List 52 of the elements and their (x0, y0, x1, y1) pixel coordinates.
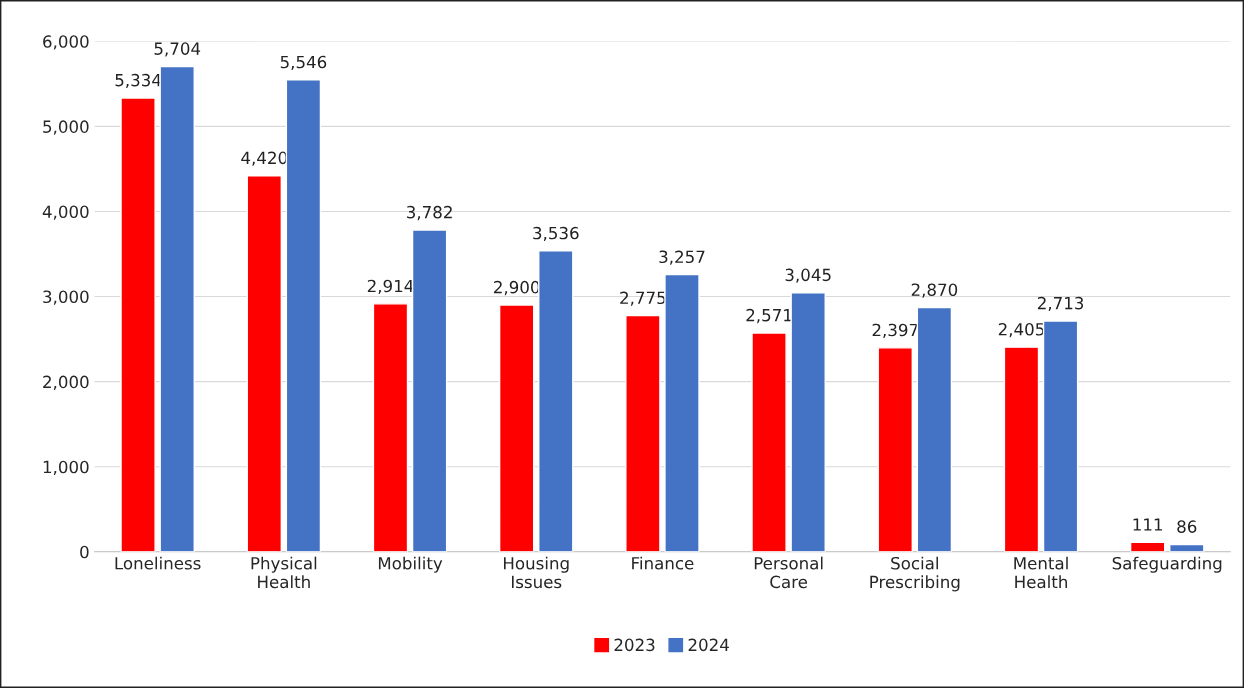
bar (751, 332, 787, 552)
bar (1003, 346, 1040, 552)
x-tick-label: Housing Issues (503, 556, 569, 589)
data-label: 5,334 (115, 73, 161, 89)
bar (120, 97, 156, 552)
data-label: 2,713 (1037, 296, 1084, 312)
data-label: 5,546 (280, 55, 327, 71)
bar (159, 65, 195, 552)
data-label: 2,870 (911, 283, 958, 298)
bar (790, 292, 826, 552)
y-tick-label: 4,000 (42, 205, 89, 220)
bar (625, 314, 661, 552)
y-tick-label: 1,000 (43, 460, 89, 475)
data-label: 2,914 (367, 279, 414, 294)
bar (664, 273, 700, 552)
x-tick-label: Finance (632, 556, 694, 570)
x-tick-label: Social Prescribing (870, 556, 960, 592)
data-label: 4,420 (241, 151, 288, 166)
legend-label: 2024 (688, 638, 729, 652)
bar (916, 306, 953, 552)
bar (246, 175, 283, 552)
y-tick-label: 0 (80, 545, 89, 559)
bar (877, 347, 913, 552)
bar (411, 229, 448, 552)
bar (538, 250, 574, 552)
x-tick-label: Physical Health (251, 556, 317, 589)
data-label: 3,257 (659, 250, 705, 265)
data-label: 3,045 (785, 268, 831, 283)
bar (1042, 320, 1079, 552)
bar (372, 303, 409, 552)
data-label: 2,397 (872, 323, 918, 338)
bar (285, 79, 322, 552)
data-label: 3,782 (407, 205, 452, 221)
y-tick-label: 2,000 (43, 375, 89, 390)
y-tick-label: 5,000 (43, 120, 89, 135)
data-label: 2,405 (998, 322, 1044, 338)
legend-label: 2023 (614, 638, 655, 652)
x-tick-label: Mobility (378, 556, 443, 573)
data-label: 3,536 (533, 226, 579, 242)
x-tick-label: Safeguarding (1112, 556, 1222, 573)
y-tick-label: 6,000 (43, 35, 89, 50)
x-tick-label: Personal Care (754, 556, 823, 589)
data-label: 86 (1177, 520, 1197, 533)
data-label: 2,775 (620, 291, 666, 306)
x-tick-label: Loneliness (115, 556, 201, 570)
data-label: 2,900 (494, 280, 540, 296)
data-label: 5,704 (154, 42, 201, 57)
y-tick-label: 3,000 (43, 290, 89, 305)
data-label: 2,571 (746, 308, 792, 324)
bar (498, 304, 535, 552)
x-tick-label: Mental Health (1014, 556, 1068, 589)
data-label: 111 (1133, 518, 1163, 531)
